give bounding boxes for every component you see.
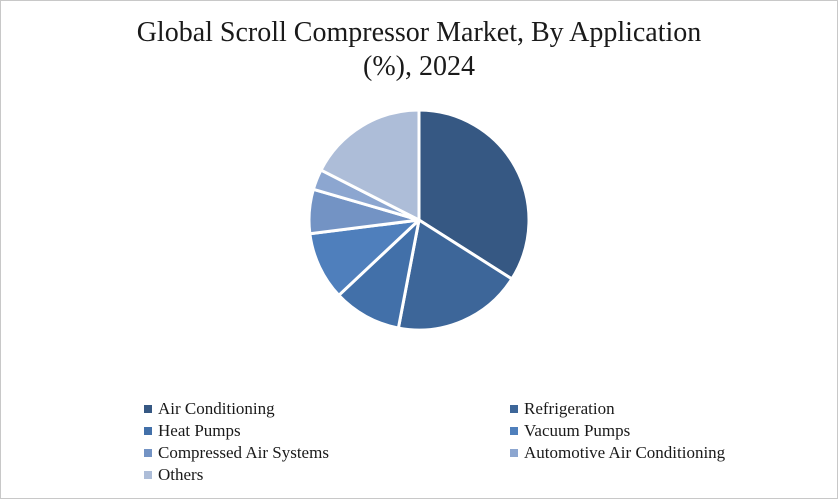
legend-item: Vacuum Pumps — [510, 420, 784, 442]
legend-label: Automotive Air Conditioning — [524, 443, 726, 462]
pie-slice-refrigeration — [396, 218, 514, 332]
legend-swatch — [510, 449, 518, 457]
pie-slice-others — [319, 108, 421, 222]
legend-swatch — [144, 405, 152, 413]
legend-swatch — [144, 449, 152, 457]
legend-label: Others — [158, 465, 204, 484]
legend-swatch — [510, 427, 518, 435]
legend-item: Heat Pumps — [144, 420, 510, 442]
legend-item: Others — [144, 464, 510, 486]
legend-label: Vacuum Pumps — [524, 421, 631, 440]
legend-item: Compressed Air Systems — [144, 442, 510, 464]
legend-label: Air Conditioning — [158, 399, 275, 418]
legend-label: Refrigeration — [524, 399, 615, 418]
chart-legend: Air Conditioning Refrigeration Heat Pumps V… — [144, 398, 784, 486]
chart-title-line-2: (%), 2024 — [363, 51, 475, 82]
legend-item: Automotive Air Conditioning — [510, 442, 784, 464]
legend-item: Air Conditioning — [144, 398, 510, 420]
legend-swatch — [144, 427, 152, 435]
chart-title-line-1: Global Scroll Compressor Market, By Appl… — [136, 17, 702, 48]
legend-label: Compressed Air Systems — [158, 443, 329, 462]
legend-swatch — [510, 405, 518, 413]
legend-item: Refrigeration — [510, 398, 784, 420]
legend-label: Heat Pumps — [158, 421, 241, 440]
legend-swatch — [144, 471, 152, 479]
chart-title: Global Scroll Compressor Market, By Appl… — [0, 16, 838, 84]
